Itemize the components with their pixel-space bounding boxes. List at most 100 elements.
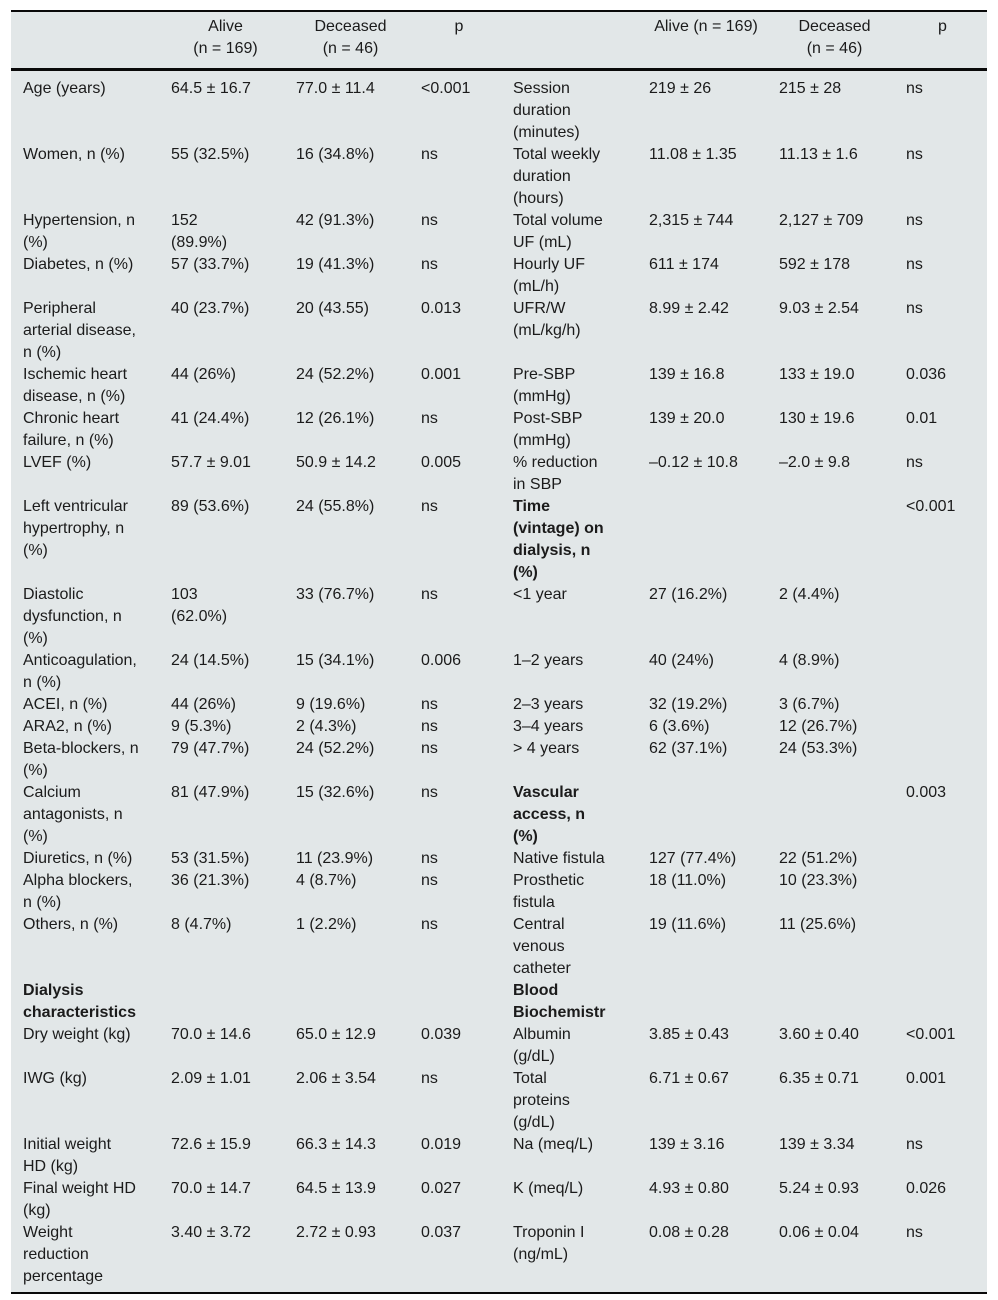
left-p-value: ns	[421, 916, 438, 933]
right-deceased-value: 133 ± 19.0	[779, 366, 855, 383]
right-alive-value: –0.12 ± 10.8	[649, 454, 738, 471]
left-deceased-value: 19 (41.3%)	[296, 256, 375, 273]
left-p-value: 0.027	[421, 1180, 462, 1197]
right-alive-value: 3.85 ± 0.43	[649, 1026, 729, 1043]
right-p-value	[898, 914, 987, 980]
right-deceased-value	[771, 782, 898, 848]
left-p-value: ns	[421, 740, 438, 757]
right-p-value: 0.001	[906, 1070, 947, 1087]
left-deceased-value: 50.9 ± 14.2	[296, 454, 376, 471]
left-p-value: ns	[421, 850, 438, 867]
left-alive-value: 152 (89.9%)	[171, 212, 228, 251]
right-row-label: <1 year	[513, 586, 567, 603]
left-alive-value: 3.40 ± 3.72	[171, 1224, 251, 1241]
left-row-label: Peripheral arterial disease, n (%)	[23, 300, 136, 361]
table-body: Age (years) 64.5 ± 16.7 77.0 ± 11.4 <0.001 S…	[11, 70, 987, 1293]
left-p-value: 0.019	[421, 1136, 462, 1153]
left-row-label: Left ventricular hypertrophy, n (%)	[23, 498, 128, 559]
right-alive-value: 8.99 ± 2.42	[649, 300, 729, 317]
left-p-value: ns	[421, 212, 438, 229]
left-deceased-value: 24 (55.8%)	[296, 498, 375, 515]
right-row-label: Time (vintage) on dialysis, n (%)	[513, 498, 604, 581]
table-row: Dialysis characteristics Blood Biochemist…	[11, 980, 987, 1024]
comparison-table-area: Alive (n = 169) Deceased (n = 46) p Aliv…	[11, 10, 987, 1294]
right-deceased-value: 11.13 ± 1.6	[779, 146, 858, 163]
left-p-value: 0.039	[421, 1026, 462, 1043]
right-alive-value: 27 (16.2%)	[649, 586, 728, 603]
left-alive-value: 36 (21.3%)	[171, 872, 250, 889]
left-deceased-value: 12 (26.1%)	[296, 410, 375, 427]
right-deceased-value: 5.24 ± 0.93	[779, 1180, 859, 1197]
right-p-value: ns	[906, 212, 923, 229]
right-p-value	[898, 716, 987, 738]
left-alive-value: 44 (26%)	[171, 696, 236, 713]
right-p-value: 0.036	[906, 366, 947, 383]
right-deceased-value: 592 ± 178	[779, 256, 851, 273]
left-row-label: Anticoagulation, n (%)	[23, 652, 137, 691]
table-row: Beta-blockers, n (%) 79 (47.7%) 24 (52.2%)…	[11, 738, 987, 782]
right-deceased-value: 6.35 ± 0.71	[779, 1070, 859, 1087]
right-p-value: 0.026	[906, 1180, 947, 1197]
right-p-value: 0.003	[906, 784, 947, 801]
table-row: Diuretics, n (%) 53 (31.5%) 11 (23.9%) ns Na…	[11, 848, 987, 870]
table-header: Alive (n = 169) Deceased (n = 46) p Aliv…	[11, 12, 987, 71]
right-row-label: Total weekly duration (hours)	[513, 146, 601, 207]
right-p-value: ns	[906, 454, 923, 471]
right-p-value	[898, 848, 987, 870]
left-alive-value: 8 (4.7%)	[171, 916, 232, 933]
right-p-value	[898, 738, 987, 782]
left-p-value: ns	[421, 718, 438, 735]
right-deceased-value: 3.60 ± 0.40	[779, 1026, 859, 1043]
right-p-value	[898, 870, 987, 914]
right-deceased-value: –2.0 ± 9.8	[779, 454, 851, 471]
right-alive-value: 6.71 ± 0.67	[649, 1070, 729, 1087]
left-p-value: ns	[421, 1070, 438, 1087]
table-row: ACEI, n (%) 44 (26%) 9 (19.6%) ns 2–3 years 3…	[11, 694, 987, 716]
right-deceased-value: 22 (51.2%)	[779, 850, 858, 867]
left-row-label: Age (years)	[23, 80, 106, 97]
table-row: Peripheral arterial disease, n (%) 40 (23…	[11, 298, 987, 364]
left-alive-value: 57.7 ± 9.01	[171, 454, 251, 471]
table-row: Dry weight (kg) 70.0 ± 14.6 65.0 ± 12.9 0.0…	[11, 1024, 987, 1068]
right-row-label: Na (meq/L)	[513, 1136, 594, 1153]
left-deceased-value: 9 (19.6%)	[296, 696, 366, 713]
right-p-value: <0.001	[906, 498, 956, 515]
right-row-label: Native fistula	[513, 850, 605, 867]
left-row-label: Diastolic dysfunction, n (%)	[23, 586, 122, 647]
left-p-value: ns	[421, 784, 438, 801]
right-row-label: Prosthetic fistula	[513, 872, 585, 911]
table-row: Chronic heart failure, n (%) 41 (24.4%) 12…	[11, 408, 987, 452]
table-row: IWG (kg) 2.09 ± 1.01 2.06 ± 3.54 ns Total pr…	[11, 1068, 987, 1134]
right-alive-value: 139 ± 16.8	[649, 366, 725, 383]
table-row: Left ventricular hypertrophy, n (%) 89 (5…	[11, 496, 987, 584]
left-p-value: 0.005	[421, 454, 462, 471]
left-p-value: ns	[421, 498, 438, 515]
right-p-value	[898, 650, 987, 694]
left-p-value: ns	[421, 696, 438, 713]
left-alive-value: 81 (47.9%)	[171, 784, 250, 801]
right-row-label: Total proteins (g/dL)	[513, 1070, 570, 1131]
right-p-value	[898, 694, 987, 716]
left-row-label: Hypertension, n (%)	[23, 212, 136, 251]
right-deceased-value: 2,127 ± 709	[779, 212, 864, 229]
right-deceased-value: 2 (4.4%)	[779, 586, 840, 603]
left-label-column-header	[11, 12, 163, 71]
left-alive-value: 57 (33.7%)	[171, 256, 250, 273]
left-row-label: Women, n (%)	[23, 146, 125, 163]
left-alive-value: 72.6 ± 15.9	[171, 1136, 251, 1153]
right-deceased-value: 12 (26.7%)	[779, 718, 858, 735]
right-row-label: Hourly UF (mL/h)	[513, 256, 586, 295]
right-deceased-value: 24 (53.3%)	[779, 740, 858, 757]
right-alive-value	[641, 496, 771, 584]
left-p-value	[413, 980, 505, 1024]
left-deceased-value: 24 (52.2%)	[296, 366, 375, 383]
right-row-label: % reduction in SBP	[513, 454, 598, 493]
table-row: Initial weight HD (kg) 72.6 ± 15.9 66.3 ± …	[11, 1134, 987, 1178]
left-deceased-value: 16 (34.8%)	[296, 146, 375, 163]
left-alive-value: 24 (14.5%)	[171, 652, 250, 669]
right-p-value: <0.001	[906, 1026, 956, 1043]
right-alive-value: 62 (37.1%)	[649, 740, 728, 757]
left-row-label: Chronic heart failure, n (%)	[23, 410, 120, 449]
left-alive-value: 70.0 ± 14.7	[171, 1180, 251, 1197]
right-row-label: Blood Biochemistr	[513, 982, 606, 1021]
